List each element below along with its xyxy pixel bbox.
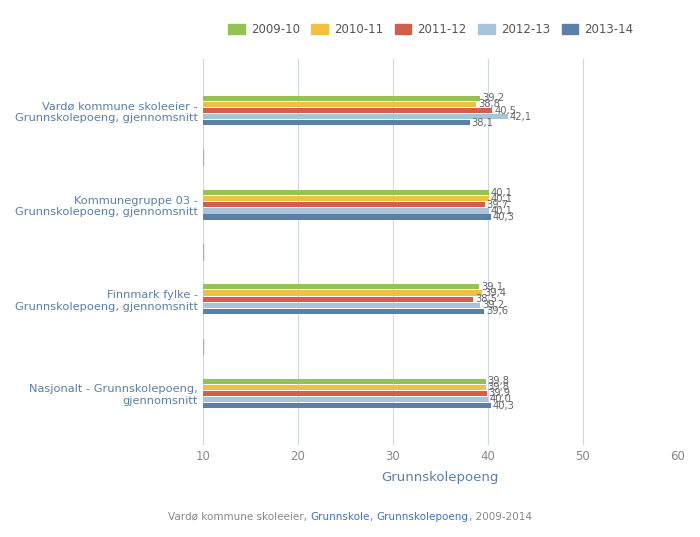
Text: 38,8: 38,8 — [478, 99, 500, 110]
Bar — [203, 120, 470, 126]
Bar — [203, 303, 480, 308]
Bar — [203, 202, 485, 207]
Text: 38,5: 38,5 — [475, 294, 497, 304]
Bar — [203, 379, 486, 384]
Text: 39,4: 39,4 — [484, 288, 506, 298]
Text: 40,0: 40,0 — [489, 395, 512, 404]
Bar — [203, 309, 484, 314]
Text: 40,1: 40,1 — [491, 206, 512, 216]
Text: 39,8: 39,8 — [488, 382, 510, 392]
Text: ,: , — [370, 512, 377, 522]
Text: , 2009-2014: , 2009-2014 — [468, 512, 531, 522]
Bar — [203, 391, 486, 396]
Bar — [203, 384, 486, 390]
Text: Grunnskole: Grunnskole — [311, 512, 370, 522]
X-axis label: Grunnskolepoeng: Grunnskolepoeng — [382, 471, 499, 484]
Text: 39,9: 39,9 — [489, 388, 511, 398]
Text: 40,3: 40,3 — [492, 401, 514, 411]
Text: 39,8: 39,8 — [488, 376, 510, 386]
Text: 40,5: 40,5 — [494, 106, 517, 115]
Bar — [203, 96, 480, 101]
Bar — [203, 196, 489, 201]
Bar — [203, 397, 488, 402]
Bar — [203, 208, 489, 214]
Bar — [203, 108, 492, 113]
Text: 40,1: 40,1 — [491, 187, 512, 198]
Bar — [203, 102, 476, 107]
Text: 38,1: 38,1 — [472, 118, 493, 128]
Bar — [203, 284, 479, 289]
Bar — [203, 214, 491, 220]
Text: 40,1: 40,1 — [491, 194, 512, 204]
Text: 42,1: 42,1 — [510, 112, 531, 122]
Bar — [203, 114, 508, 119]
Legend: 2009-10, 2010-11, 2011-12, 2012-13, 2013-14: 2009-10, 2010-11, 2011-12, 2012-13, 2013… — [223, 18, 638, 41]
Text: 40,3: 40,3 — [492, 212, 514, 222]
Bar — [203, 190, 489, 195]
Text: 39,2: 39,2 — [482, 300, 504, 310]
Text: 39,7: 39,7 — [486, 200, 509, 210]
Text: 39,2: 39,2 — [482, 93, 504, 103]
Bar — [203, 403, 491, 408]
Text: Vardø kommune skoleeier,: Vardø kommune skoleeier, — [169, 512, 311, 522]
Text: 39,1: 39,1 — [481, 282, 503, 292]
Text: 39,6: 39,6 — [486, 306, 508, 316]
Text: Grunnskolepoeng: Grunnskolepoeng — [377, 512, 468, 522]
Bar — [203, 291, 482, 295]
Bar — [203, 296, 473, 302]
